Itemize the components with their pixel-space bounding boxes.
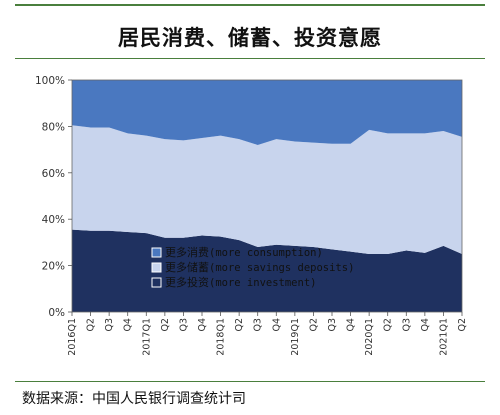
x-tick-label: Q4 — [271, 318, 282, 332]
y-tick-label: 20% — [42, 261, 65, 273]
x-tick-label: Q2 — [234, 318, 245, 332]
x-tick-label: 2021Q1 — [438, 318, 449, 356]
x-tick-label: Q2 — [160, 318, 171, 332]
x-tick-label: 2016Q1 — [67, 318, 78, 356]
bottom-rule — [15, 381, 485, 382]
x-tick-label: 2019Q1 — [290, 318, 301, 356]
x-tick-label: 2020Q1 — [364, 318, 375, 356]
y-tick-label: 40% — [42, 214, 65, 226]
x-axis: 2016Q1 Q2 Q3 Q4 2017Q1 Q2 Q3 Q4 2018Q1 Q2 Q3 Q4 2019… — [67, 312, 468, 356]
area-savings — [72, 125, 462, 255]
legend-swatch — [151, 277, 162, 288]
x-tick-label: Q4 — [197, 318, 208, 332]
x-tick-label: Q4 — [346, 318, 357, 332]
x-tick-label: Q3 — [327, 318, 338, 332]
x-tick-label: Q4 — [420, 318, 431, 332]
plot-frame — [71, 79, 463, 313]
x-tick-label: Q2 — [308, 318, 319, 332]
y-tick-label: 80% — [42, 121, 65, 133]
legend-label-en: (more consumption) — [209, 247, 323, 259]
legend-label-cn: 更多消费 — [165, 245, 209, 259]
y-tick-label: 60% — [42, 168, 65, 180]
x-tick-label: Q2 — [457, 318, 468, 332]
x-tick-label: Q3 — [401, 318, 412, 332]
data-source: 数据来源：中国人民银行调查统计司 — [22, 391, 246, 407]
plot-area — [71, 79, 463, 313]
x-tick-label: Q2 — [86, 318, 97, 332]
x-tick-label: Q4 — [123, 318, 134, 332]
y-axis: 0% 20% 40% 60% 80% 100% — [35, 75, 72, 319]
legend-swatch — [151, 247, 162, 258]
legend-label: 更多储蓄(more savings deposits) — [165, 260, 354, 274]
x-tick-label: Q3 — [104, 318, 115, 332]
legend-label-cn: 更多投资 — [165, 275, 209, 289]
legend-label-cn: 更多储蓄 — [165, 260, 209, 274]
y-tick-label: 0% — [48, 307, 65, 319]
stacked-area-chart: 0% 20% 40% 60% 80% 100% 2016Q1 Q2 Q3 Q4 2017Q1 Q2 Q… — [35, 75, 468, 356]
chart-title: 居民消费、储蓄、投资意愿 — [118, 25, 382, 50]
x-tick-label: Q2 — [383, 318, 394, 332]
area-consumption — [72, 80, 462, 145]
x-tick-label: Q3 — [253, 318, 264, 332]
legend-label: 更多消费(more consumption) — [165, 245, 323, 259]
area-investment — [72, 229, 462, 312]
legend: 更多消费(more consumption)更多储蓄(more savings … — [151, 245, 354, 289]
legend-swatch — [151, 262, 162, 273]
legend-label-en: (more savings deposits) — [209, 262, 354, 274]
y-tick-label: 100% — [35, 75, 65, 87]
x-tick-label: 2018Q1 — [216, 318, 227, 356]
legend-label: 更多投资(more investment) — [165, 275, 316, 289]
x-tick-label: Q3 — [178, 318, 189, 332]
x-tick-label: 2017Q1 — [141, 318, 152, 356]
top-rule — [15, 4, 485, 6]
legend-label-en: (more investment) — [209, 277, 316, 289]
title-rule — [15, 58, 485, 59]
